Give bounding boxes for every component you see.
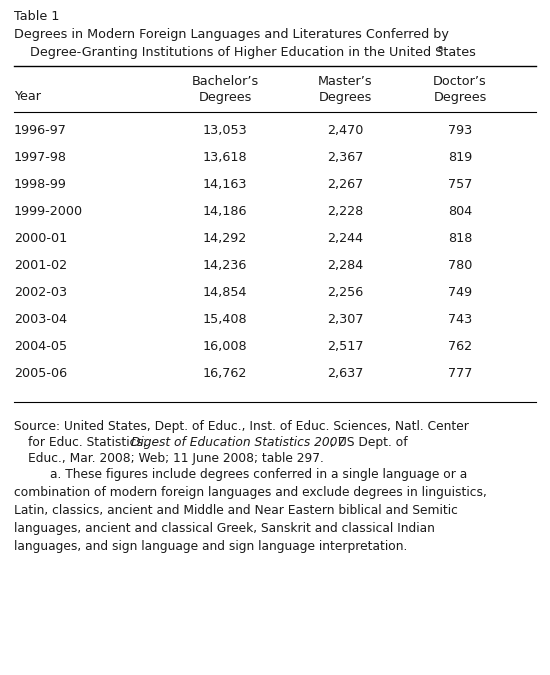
Text: a: a [438, 44, 443, 53]
Text: 2,470: 2,470 [327, 124, 363, 137]
Text: 14,163: 14,163 [203, 178, 248, 191]
Text: 804: 804 [448, 205, 472, 218]
Text: 2,267: 2,267 [327, 178, 363, 191]
Text: 2,307: 2,307 [327, 313, 363, 326]
Text: 1999-2000: 1999-2000 [14, 205, 83, 218]
Text: 2,517: 2,517 [327, 340, 363, 353]
Text: 2,244: 2,244 [327, 232, 363, 245]
Text: 762: 762 [448, 340, 472, 353]
Text: 2,256: 2,256 [327, 286, 363, 299]
Text: 1998-99: 1998-99 [14, 178, 67, 191]
Text: 14,854: 14,854 [203, 286, 248, 299]
Text: 14,292: 14,292 [203, 232, 247, 245]
Text: 2002-03: 2002-03 [14, 286, 67, 299]
Text: Master’s: Master’s [318, 75, 372, 88]
Text: Doctor’s: Doctor’s [433, 75, 487, 88]
Text: Degrees: Degrees [433, 91, 487, 104]
Text: 2001-02: 2001-02 [14, 259, 67, 272]
Text: 2000-01: 2000-01 [14, 232, 67, 245]
Text: 2004-05: 2004-05 [14, 340, 67, 353]
Text: 14,186: 14,186 [203, 205, 248, 218]
Text: 780: 780 [448, 259, 472, 272]
Text: languages, and sign language and sign language interpretation.: languages, and sign language and sign la… [14, 540, 408, 553]
Text: 749: 749 [448, 286, 472, 299]
Text: 16,008: 16,008 [203, 340, 248, 353]
Text: Latin, classics, ancient and Middle and Near Eastern biblical and Semitic: Latin, classics, ancient and Middle and … [14, 504, 458, 517]
Text: 2,284: 2,284 [327, 259, 363, 272]
Text: Degrees: Degrees [318, 91, 372, 104]
Text: 16,762: 16,762 [203, 367, 247, 380]
Text: 2,228: 2,228 [327, 205, 363, 218]
Text: 818: 818 [448, 232, 472, 245]
Text: 1996-97: 1996-97 [14, 124, 67, 137]
Text: ; US Dept. of: ; US Dept. of [330, 436, 408, 449]
Text: 2,367: 2,367 [327, 151, 363, 164]
Text: 1997-98: 1997-98 [14, 151, 67, 164]
Text: 2,637: 2,637 [327, 367, 363, 380]
Text: 13,053: 13,053 [202, 124, 248, 137]
Text: 13,618: 13,618 [203, 151, 248, 164]
Text: languages, ancient and classical Greek, Sanskrit and classical Indian: languages, ancient and classical Greek, … [14, 522, 435, 535]
Text: Year: Year [14, 90, 41, 103]
Text: 14,236: 14,236 [203, 259, 247, 272]
Text: 2003-04: 2003-04 [14, 313, 67, 326]
Text: 777: 777 [448, 367, 472, 380]
Text: 15,408: 15,408 [203, 313, 248, 326]
Text: 743: 743 [448, 313, 472, 326]
Text: Educ., Mar. 2008; Web; 11 June 2008; table 297.: Educ., Mar. 2008; Web; 11 June 2008; tab… [28, 452, 324, 465]
Text: Degrees in Modern Foreign Languages and Literatures Conferred by: Degrees in Modern Foreign Languages and … [14, 28, 449, 41]
Text: 757: 757 [448, 178, 472, 191]
Text: Degree-Granting Institutions of Higher Education in the United States: Degree-Granting Institutions of Higher E… [30, 46, 476, 59]
Text: Bachelor’s: Bachelor’s [191, 75, 258, 88]
Text: 819: 819 [448, 151, 472, 164]
Text: combination of modern foreign languages and exclude degrees in linguistics,: combination of modern foreign languages … [14, 486, 487, 499]
Text: for Educ. Statistics;: for Educ. Statistics; [28, 436, 151, 449]
Text: Source: United States, Dept. of Educ., Inst. of Educ. Sciences, Natl. Center: Source: United States, Dept. of Educ., I… [14, 420, 469, 433]
Text: Degrees: Degrees [199, 91, 252, 104]
Text: 2005-06: 2005-06 [14, 367, 67, 380]
Text: Digest of Education Statistics 2007: Digest of Education Statistics 2007 [131, 436, 345, 449]
Text: a. These figures include degrees conferred in a single language or a: a. These figures include degrees conferr… [50, 468, 468, 481]
Text: 793: 793 [448, 124, 472, 137]
Text: Table 1: Table 1 [14, 10, 59, 23]
